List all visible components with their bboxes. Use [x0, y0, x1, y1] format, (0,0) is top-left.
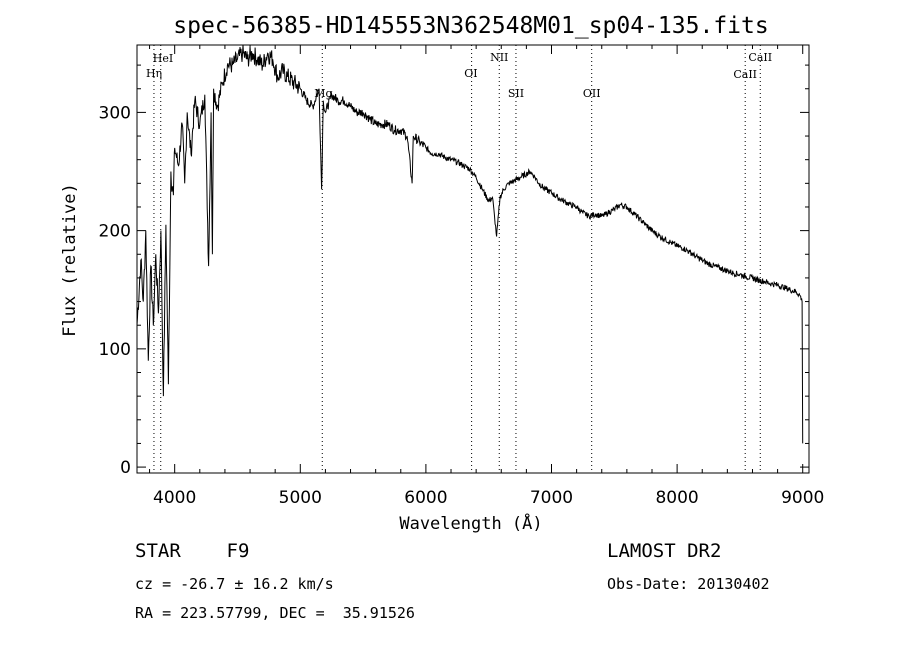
spectral-line-label: Hη [146, 67, 162, 80]
chart-title: spec-56385-HD145553N362548M01_sp04-135.f… [173, 13, 768, 39]
y-axis-ticks: 0 100 200 300 [99, 64, 809, 478]
spectral-lines [153, 45, 761, 473]
x-tick-label: 8000 [655, 488, 698, 508]
y-tick-label: 200 [99, 222, 131, 242]
spectral-line-label: SII [508, 87, 524, 100]
plot-frame [136, 44, 810, 474]
spectral-line-label: OII [583, 87, 601, 100]
x-axis-label: Wavelength (Å) [399, 512, 542, 534]
line-labels: HeI Hη Mg OI NII SII OII CaII CaII [146, 51, 772, 100]
redshift-velocity: cz = -26.7 ± 16.2 km/s [135, 575, 334, 593]
spectral-line-label: CaII [748, 51, 772, 64]
survey-name: LAMOST DR2 [607, 540, 722, 562]
spectral-line-label: OI [464, 67, 477, 80]
object-class: STAR F9 [135, 540, 250, 562]
spectral-line-label: Mg [314, 87, 332, 100]
x-tick-label: 6000 [404, 488, 447, 508]
observation-date: Obs-Date: 20130402 [607, 575, 770, 593]
y-tick-label: 100 [99, 340, 131, 360]
x-tick-label: 4000 [153, 488, 196, 508]
x-tick-label: 7000 [530, 488, 573, 508]
x-axis-ticks: 4000 5000 6000 7000 8000 9000 [149, 45, 824, 508]
y-axis-label: Flux (relative) [60, 183, 80, 337]
spectrum-line [136, 44, 804, 444]
y-tick-label: 0 [120, 458, 131, 478]
sky-coordinates: RA = 223.57799, DEC = 35.91526 [135, 604, 415, 622]
x-tick-label: 5000 [279, 488, 322, 508]
x-tick-label: 9000 [781, 488, 824, 508]
y-tick-label: 300 [99, 103, 131, 123]
spectral-line-label: HeI [153, 52, 173, 65]
spectral-line-label: CaII [733, 68, 757, 81]
spectral-line-label: NII [490, 51, 508, 64]
